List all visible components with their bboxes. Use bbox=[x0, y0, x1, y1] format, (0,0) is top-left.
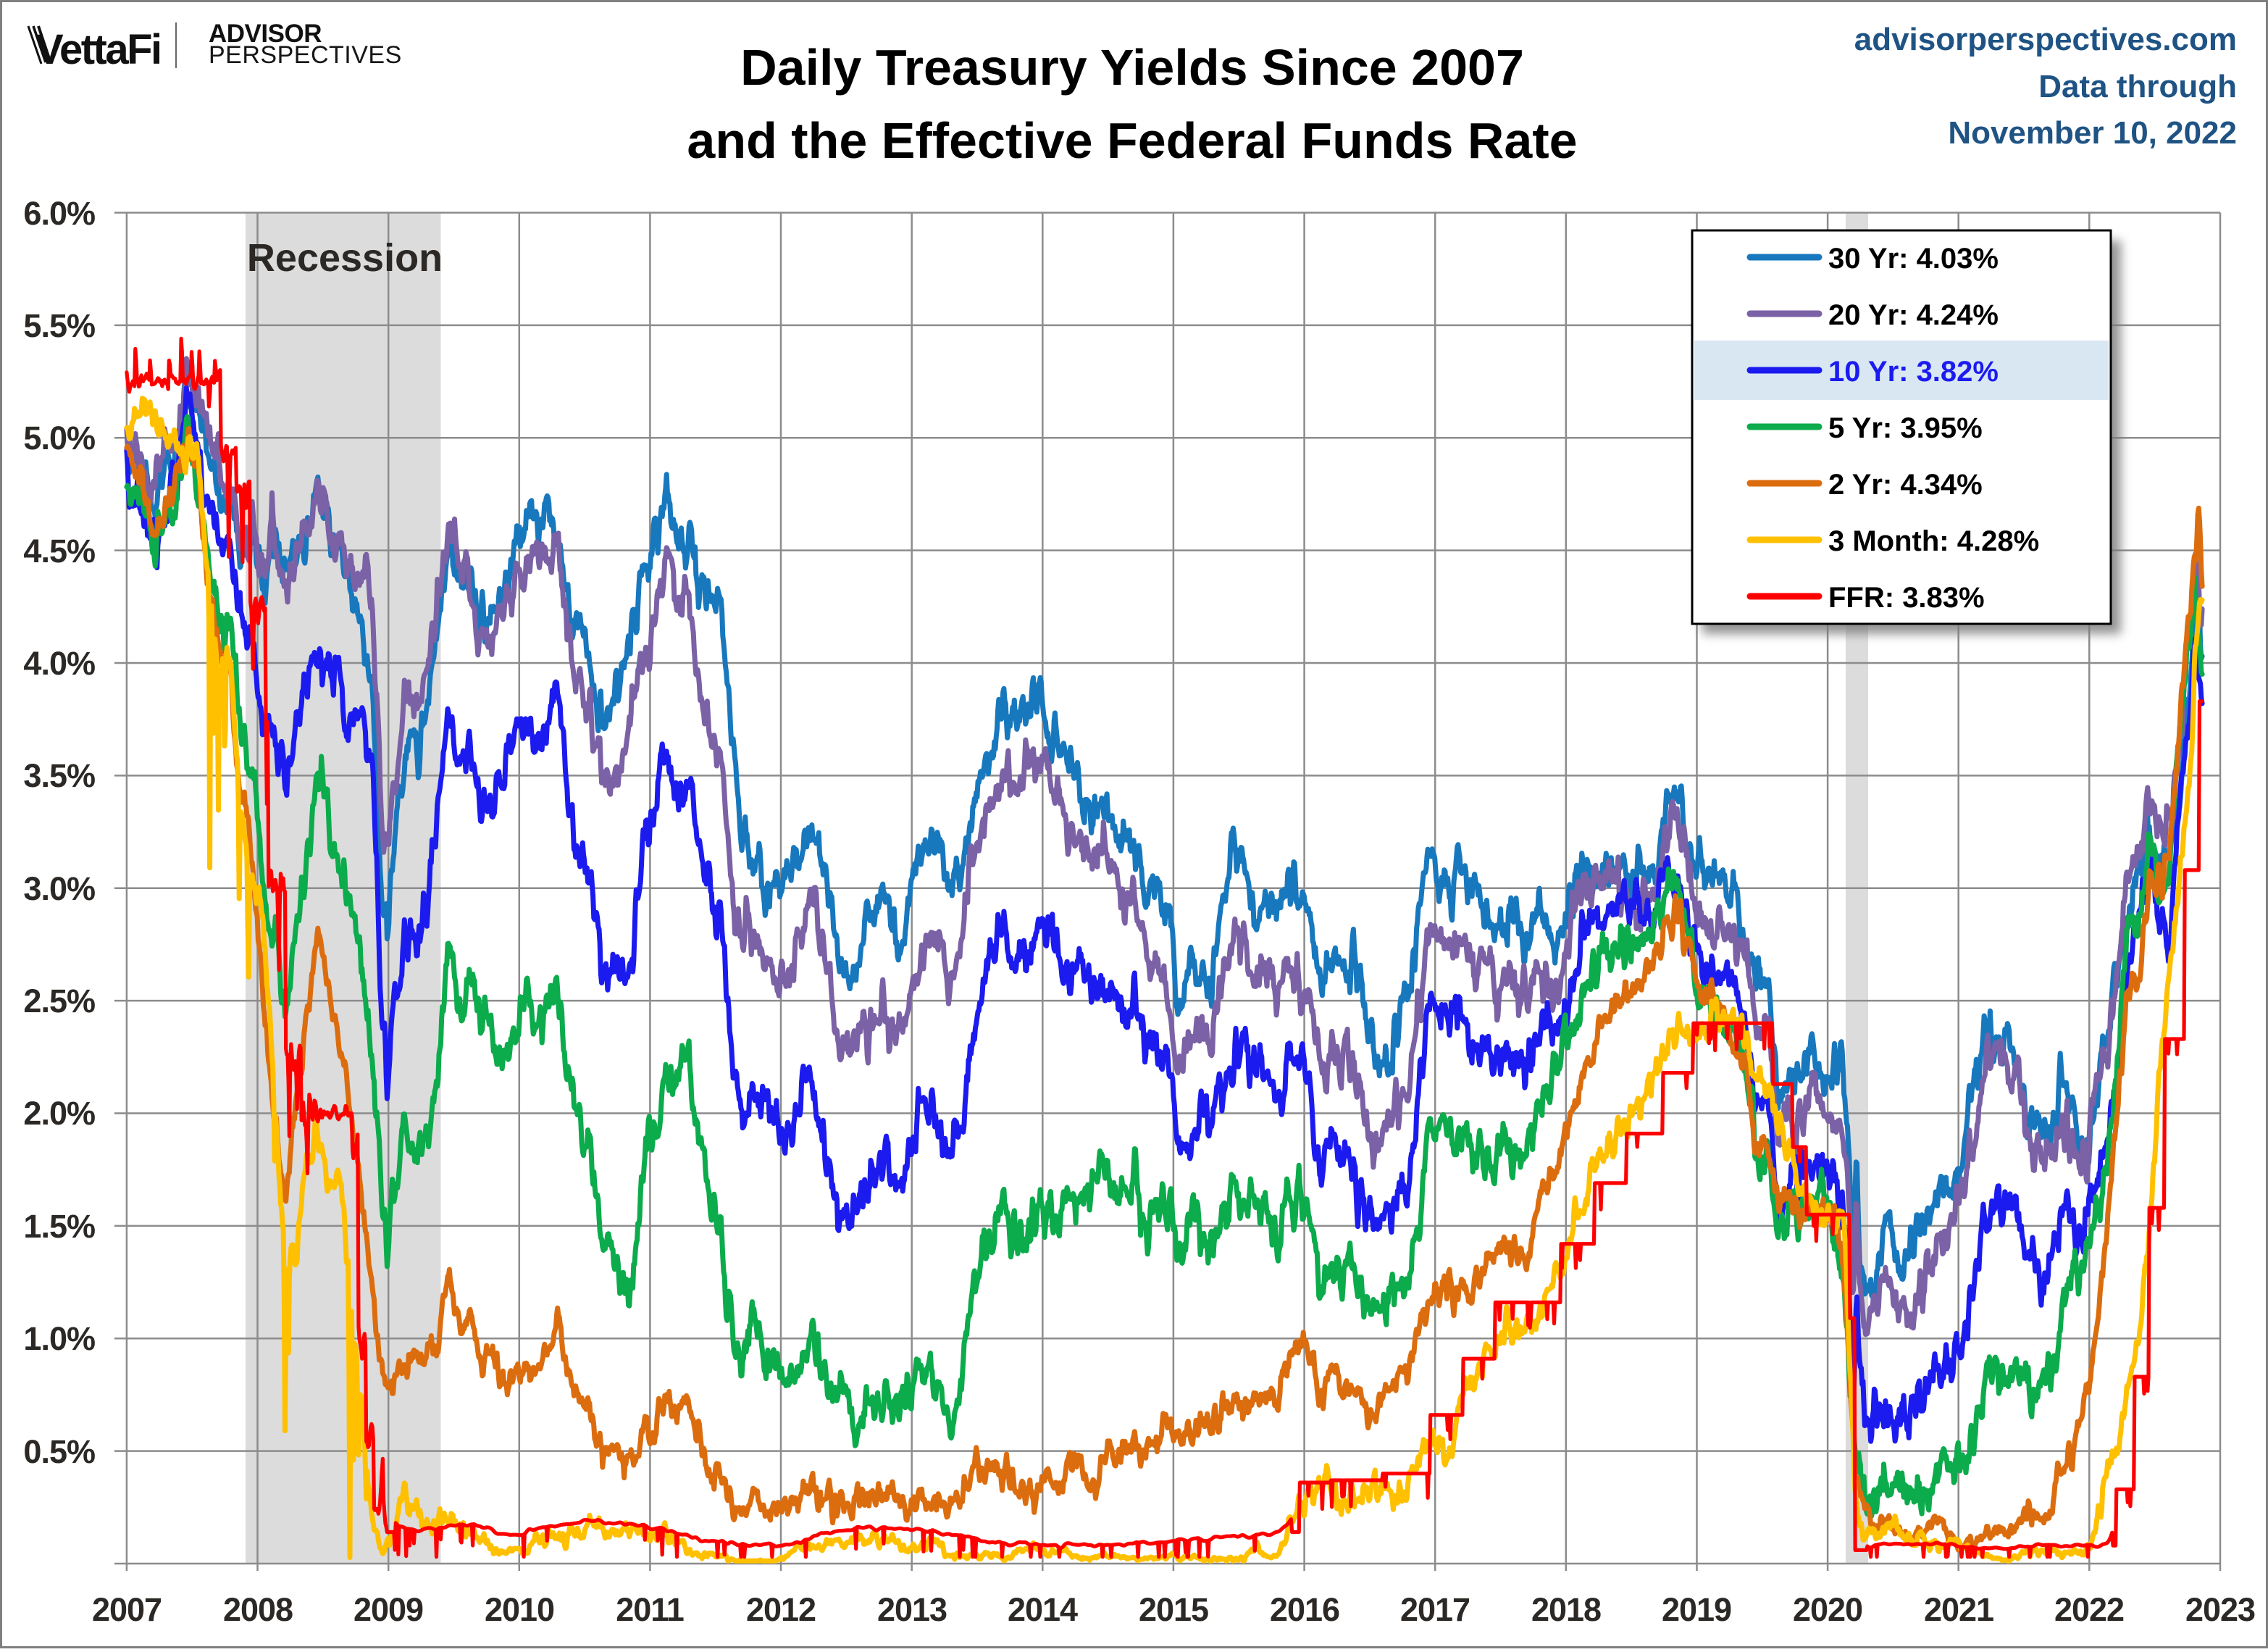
svg-text:10 Yr: 3.82%: 10 Yr: 3.82% bbox=[1828, 356, 1999, 388]
svg-text:4.5%: 4.5% bbox=[23, 533, 95, 570]
svg-text:2014: 2014 bbox=[1008, 1591, 1078, 1628]
svg-text:0.5%: 0.5% bbox=[23, 1433, 95, 1470]
svg-text:30 Yr: 4.03%: 30 Yr: 4.03% bbox=[1828, 243, 1999, 275]
svg-text:5.5%: 5.5% bbox=[23, 307, 95, 344]
svg-text:2010: 2010 bbox=[485, 1591, 554, 1628]
svg-text:5.0%: 5.0% bbox=[23, 420, 95, 456]
svg-text:1.5%: 1.5% bbox=[23, 1208, 95, 1245]
svg-text:2012: 2012 bbox=[746, 1591, 816, 1628]
svg-text:3.0%: 3.0% bbox=[23, 870, 95, 907]
svg-text:2020: 2020 bbox=[1793, 1591, 1862, 1628]
svg-text:2008: 2008 bbox=[223, 1591, 293, 1628]
svg-text:PERSPECTIVES: PERSPECTIVES bbox=[209, 41, 402, 69]
svg-text:2023: 2023 bbox=[2185, 1591, 2255, 1628]
svg-text:2007: 2007 bbox=[92, 1591, 162, 1628]
svg-text:4.0%: 4.0% bbox=[23, 645, 95, 682]
svg-text:1.0%: 1.0% bbox=[23, 1320, 95, 1357]
svg-text:Recession: Recession bbox=[247, 236, 443, 280]
svg-text:VettaFi: VettaFi bbox=[35, 26, 161, 73]
svg-text:2.5%: 2.5% bbox=[23, 983, 95, 1019]
svg-text:2 Yr: 4.34%: 2 Yr: 4.34% bbox=[1828, 469, 1983, 501]
svg-text:20 Yr: 4.24%: 20 Yr: 4.24% bbox=[1828, 299, 1999, 331]
svg-text:2.0%: 2.0% bbox=[23, 1095, 95, 1132]
svg-text:3.5%: 3.5% bbox=[23, 757, 95, 794]
svg-text:2022: 2022 bbox=[2054, 1591, 2124, 1628]
svg-text:November 10, 2022: November 10, 2022 bbox=[1948, 115, 2237, 151]
svg-text:2011: 2011 bbox=[616, 1591, 684, 1628]
svg-text:advisorperspectives.com: advisorperspectives.com bbox=[1854, 22, 2237, 57]
svg-text:2018: 2018 bbox=[1531, 1591, 1601, 1628]
svg-text:6.0%: 6.0% bbox=[23, 195, 95, 232]
svg-text:2019: 2019 bbox=[1662, 1591, 1731, 1628]
svg-text:FFR: 3.83%: FFR: 3.83% bbox=[1828, 582, 1985, 614]
svg-text:ADVISOR: ADVISOR bbox=[209, 20, 322, 48]
svg-text:2015: 2015 bbox=[1139, 1591, 1208, 1628]
svg-text:and the Effective Federal Fund: and the Effective Federal Funds Rate bbox=[687, 112, 1577, 169]
svg-text:2017: 2017 bbox=[1400, 1591, 1470, 1628]
svg-text:3 Month: 4.28%: 3 Month: 4.28% bbox=[1828, 525, 2039, 557]
svg-text:2016: 2016 bbox=[1270, 1591, 1339, 1628]
svg-text:2009: 2009 bbox=[353, 1591, 423, 1628]
svg-text:2021: 2021 bbox=[1924, 1591, 1993, 1628]
svg-text:Data through: Data through bbox=[2038, 69, 2237, 104]
svg-text:2013: 2013 bbox=[877, 1591, 947, 1628]
svg-text:Daily Treasury Yields Since 20: Daily Treasury Yields Since 2007 bbox=[740, 39, 1524, 96]
svg-text:5 Yr: 3.95%: 5 Yr: 3.95% bbox=[1828, 412, 1983, 444]
